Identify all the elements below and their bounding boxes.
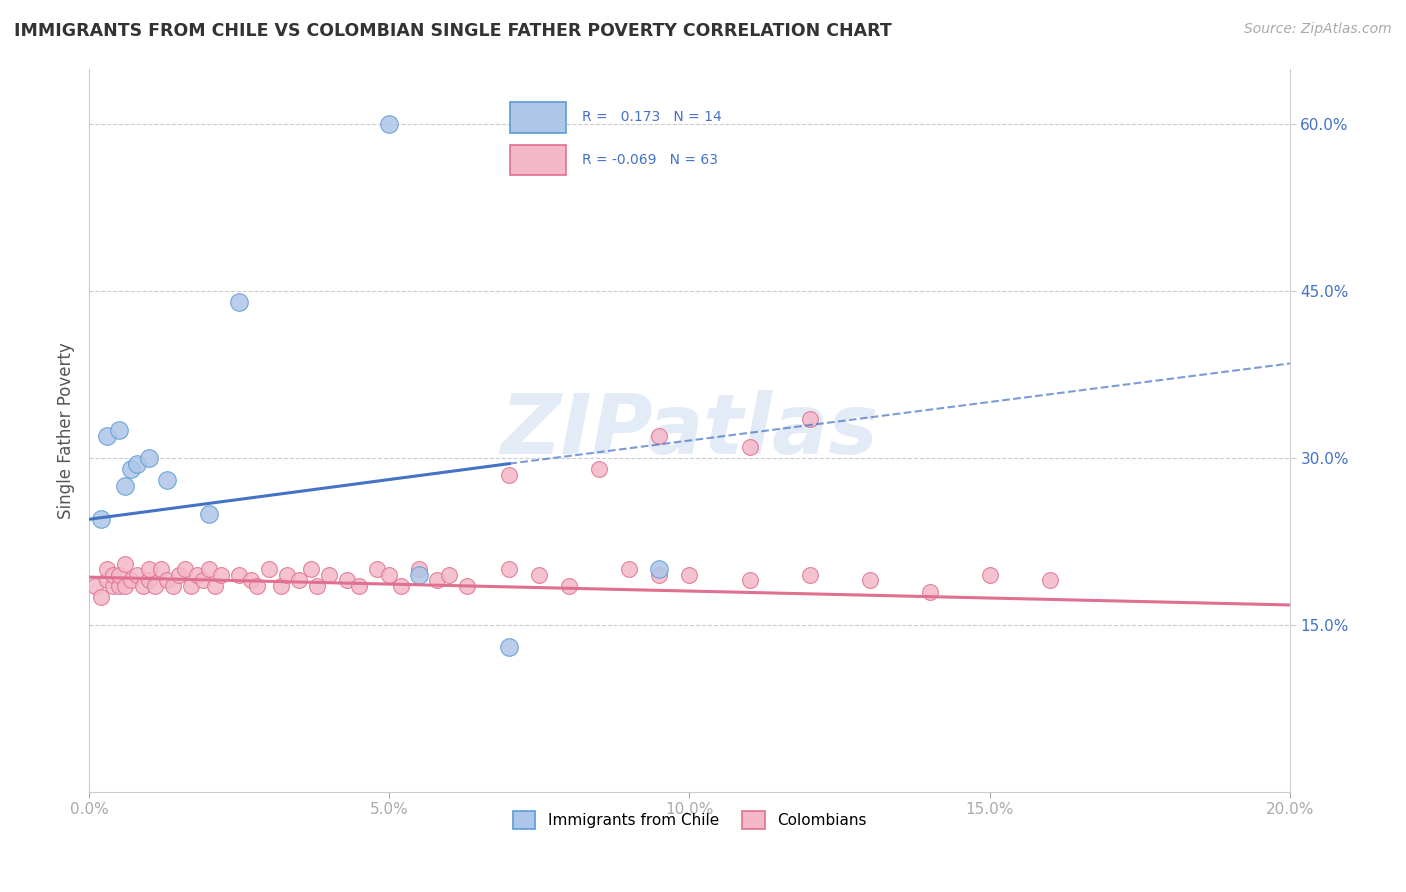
Point [378, 568, 401, 582]
Point [198, 507, 221, 521]
Point [529, 568, 551, 582]
Point [456, 579, 478, 593]
Point [558, 579, 581, 593]
Point [498, 562, 520, 576]
Point [204, 579, 226, 593]
Point [408, 562, 430, 576]
Point [799, 412, 821, 426]
Point [439, 568, 461, 582]
Point [209, 568, 232, 582]
Point [389, 579, 412, 593]
Point [270, 579, 292, 593]
Point [198, 562, 221, 576]
Point [619, 562, 641, 576]
Text: Source: ZipAtlas.com: Source: ZipAtlas.com [1244, 22, 1392, 37]
Point [228, 568, 250, 582]
Point [648, 568, 671, 582]
Point [228, 295, 250, 310]
Point [167, 568, 190, 582]
Point [101, 568, 124, 582]
Point [127, 457, 149, 471]
Point [138, 451, 160, 466]
Point [307, 579, 329, 593]
Point [378, 117, 401, 131]
Point [90, 512, 112, 526]
Point [101, 579, 124, 593]
Point [648, 429, 671, 443]
Point [349, 579, 371, 593]
Point [1039, 574, 1062, 588]
Point [114, 579, 136, 593]
Point [648, 562, 671, 576]
Point [799, 568, 821, 582]
Y-axis label: Single Father Poverty: Single Father Poverty [58, 342, 75, 518]
Point [918, 584, 941, 599]
Point [299, 562, 322, 576]
Point [96, 562, 118, 576]
Point [180, 579, 202, 593]
Point [408, 568, 430, 582]
Point [366, 562, 388, 576]
Point [150, 562, 173, 576]
Point [336, 574, 359, 588]
Point [276, 568, 298, 582]
Point [108, 568, 131, 582]
Point [979, 568, 1001, 582]
Point [114, 557, 136, 571]
Point [859, 574, 882, 588]
Point [143, 579, 166, 593]
Point [156, 574, 179, 588]
Point [127, 568, 149, 582]
Point [191, 574, 214, 588]
Point [162, 579, 184, 593]
Point [588, 462, 610, 476]
Point [156, 473, 179, 487]
Point [90, 590, 112, 604]
Point [96, 429, 118, 443]
Point [114, 479, 136, 493]
Text: ZIPatlas: ZIPatlas [501, 390, 879, 471]
Point [120, 462, 142, 476]
Point [318, 568, 340, 582]
Point [186, 568, 208, 582]
Point [498, 640, 520, 655]
Point [108, 423, 131, 437]
Point [240, 574, 263, 588]
Legend: Immigrants from Chile, Colombians: Immigrants from Chile, Colombians [506, 805, 873, 835]
Point [96, 574, 118, 588]
Point [426, 574, 449, 588]
Point [108, 579, 131, 593]
Point [257, 562, 280, 576]
Point [132, 579, 155, 593]
Point [678, 568, 700, 582]
Point [138, 574, 160, 588]
Point [120, 574, 142, 588]
Point [738, 440, 761, 454]
Point [138, 562, 160, 576]
Point [174, 562, 197, 576]
Point [246, 579, 269, 593]
Point [738, 574, 761, 588]
Point [84, 579, 107, 593]
Point [498, 467, 520, 482]
Point [288, 574, 311, 588]
Text: IMMIGRANTS FROM CHILE VS COLOMBIAN SINGLE FATHER POVERTY CORRELATION CHART: IMMIGRANTS FROM CHILE VS COLOMBIAN SINGL… [14, 22, 891, 40]
